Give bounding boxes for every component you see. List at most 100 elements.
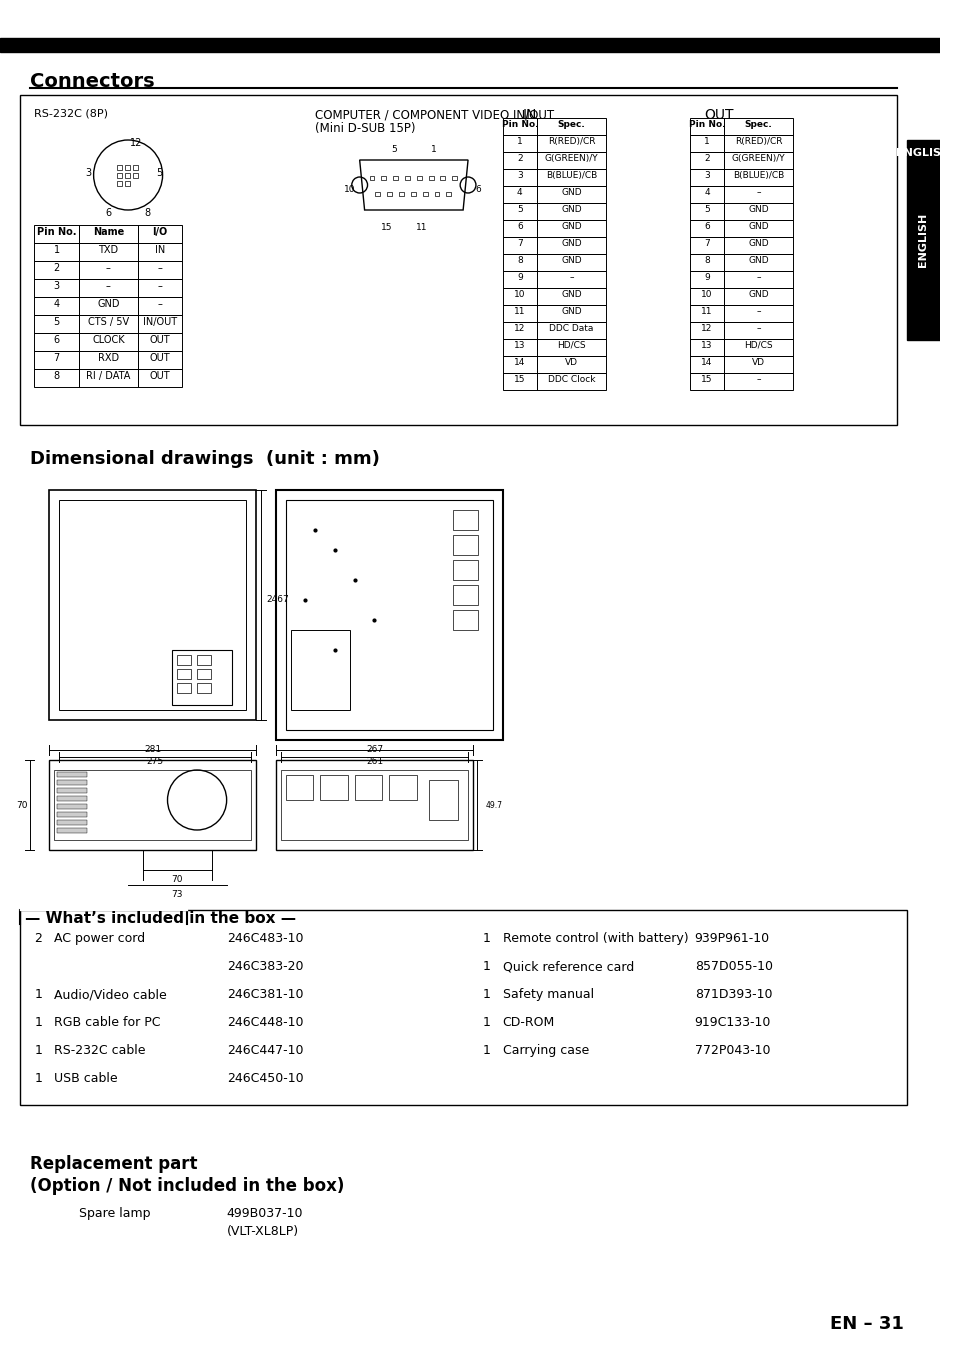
Text: 1: 1 xyxy=(34,1044,42,1056)
Text: 14: 14 xyxy=(514,358,525,367)
Text: USB cable: USB cable xyxy=(54,1071,118,1085)
Bar xyxy=(405,176,410,180)
Bar xyxy=(537,288,605,305)
Text: GND: GND xyxy=(560,290,581,299)
Text: OUT: OUT xyxy=(704,108,733,122)
Bar xyxy=(537,357,605,373)
Text: B(BLUE)/CB: B(BLUE)/CB xyxy=(732,172,783,180)
Bar xyxy=(502,305,537,322)
Bar xyxy=(57,771,87,777)
Text: 12: 12 xyxy=(514,324,525,332)
Bar xyxy=(79,280,138,297)
Bar xyxy=(381,176,386,180)
Bar xyxy=(387,192,392,196)
Bar xyxy=(286,775,313,800)
Bar xyxy=(537,305,605,322)
Bar xyxy=(537,135,605,153)
Bar xyxy=(689,186,723,203)
Text: G(GREEN)/Y: G(GREEN)/Y xyxy=(544,154,598,163)
Bar xyxy=(355,775,382,800)
Text: R(RED)/CR: R(RED)/CR xyxy=(734,136,781,146)
Text: 4: 4 xyxy=(703,188,709,197)
Bar xyxy=(172,650,232,705)
Bar xyxy=(79,261,138,280)
Text: 1: 1 xyxy=(482,988,490,1001)
Bar xyxy=(369,176,374,180)
Text: ENGLISH: ENGLISH xyxy=(918,213,927,267)
Bar xyxy=(537,254,605,272)
Text: GND: GND xyxy=(748,255,768,265)
Bar xyxy=(34,351,79,369)
Bar xyxy=(57,812,87,817)
Text: EN – 31: EN – 31 xyxy=(829,1315,903,1333)
Text: I/O: I/O xyxy=(152,227,168,236)
Text: VD: VD xyxy=(564,358,578,367)
Bar xyxy=(689,373,723,390)
Text: 11: 11 xyxy=(514,307,525,316)
Bar xyxy=(689,339,723,357)
Text: 6: 6 xyxy=(105,208,112,218)
Text: –: – xyxy=(756,324,760,332)
Text: 12: 12 xyxy=(700,324,712,332)
Text: Name: Name xyxy=(92,227,124,236)
Bar xyxy=(689,135,723,153)
Bar xyxy=(453,535,477,555)
Bar xyxy=(398,192,403,196)
Bar xyxy=(291,630,350,711)
Bar xyxy=(502,203,537,220)
Text: Pin No.: Pin No. xyxy=(37,227,76,236)
Bar xyxy=(117,165,122,170)
Text: OUT: OUT xyxy=(150,353,171,363)
Text: 1: 1 xyxy=(53,245,60,255)
Bar xyxy=(125,165,130,170)
Text: 6: 6 xyxy=(475,185,480,195)
Bar xyxy=(79,297,138,315)
Text: GND: GND xyxy=(748,290,768,299)
Text: DDC Clock: DDC Clock xyxy=(547,376,595,384)
Bar xyxy=(79,351,138,369)
Bar xyxy=(79,226,138,243)
Bar xyxy=(723,339,792,357)
Bar xyxy=(502,135,537,153)
Text: 9: 9 xyxy=(517,273,522,282)
Bar xyxy=(723,236,792,254)
Bar xyxy=(446,192,451,196)
Text: Connectors: Connectors xyxy=(30,72,154,91)
Bar xyxy=(723,169,792,186)
Bar xyxy=(138,369,182,386)
Text: –: – xyxy=(157,263,162,273)
Bar xyxy=(537,186,605,203)
Text: 246C447-10: 246C447-10 xyxy=(227,1044,303,1056)
Text: 2467: 2467 xyxy=(266,596,289,604)
Bar xyxy=(50,490,256,720)
Bar xyxy=(689,236,723,254)
Text: 15: 15 xyxy=(380,223,392,232)
Text: –: – xyxy=(157,299,162,309)
Bar xyxy=(537,272,605,288)
Bar xyxy=(502,186,537,203)
Text: 73: 73 xyxy=(172,890,183,898)
Bar xyxy=(689,169,723,186)
Text: 1: 1 xyxy=(34,1071,42,1085)
Text: (VLT-XL8LP): (VLT-XL8LP) xyxy=(227,1225,298,1238)
Text: 3: 3 xyxy=(703,172,709,180)
Text: GND: GND xyxy=(748,205,768,213)
Text: 4: 4 xyxy=(517,188,522,197)
Bar xyxy=(502,339,537,357)
Text: 5: 5 xyxy=(703,205,709,213)
Bar xyxy=(79,332,138,351)
Bar xyxy=(905,141,939,340)
Bar xyxy=(416,176,421,180)
Text: 13: 13 xyxy=(700,340,712,350)
Bar xyxy=(723,288,792,305)
Bar xyxy=(502,357,537,373)
Bar xyxy=(502,153,537,169)
Bar xyxy=(723,135,792,153)
Bar xyxy=(320,775,348,800)
Bar xyxy=(34,243,79,261)
Bar xyxy=(138,351,182,369)
Bar xyxy=(537,373,605,390)
Text: RS-232C (8P): RS-232C (8P) xyxy=(34,108,109,118)
Bar xyxy=(34,369,79,386)
Text: GND: GND xyxy=(97,299,119,309)
